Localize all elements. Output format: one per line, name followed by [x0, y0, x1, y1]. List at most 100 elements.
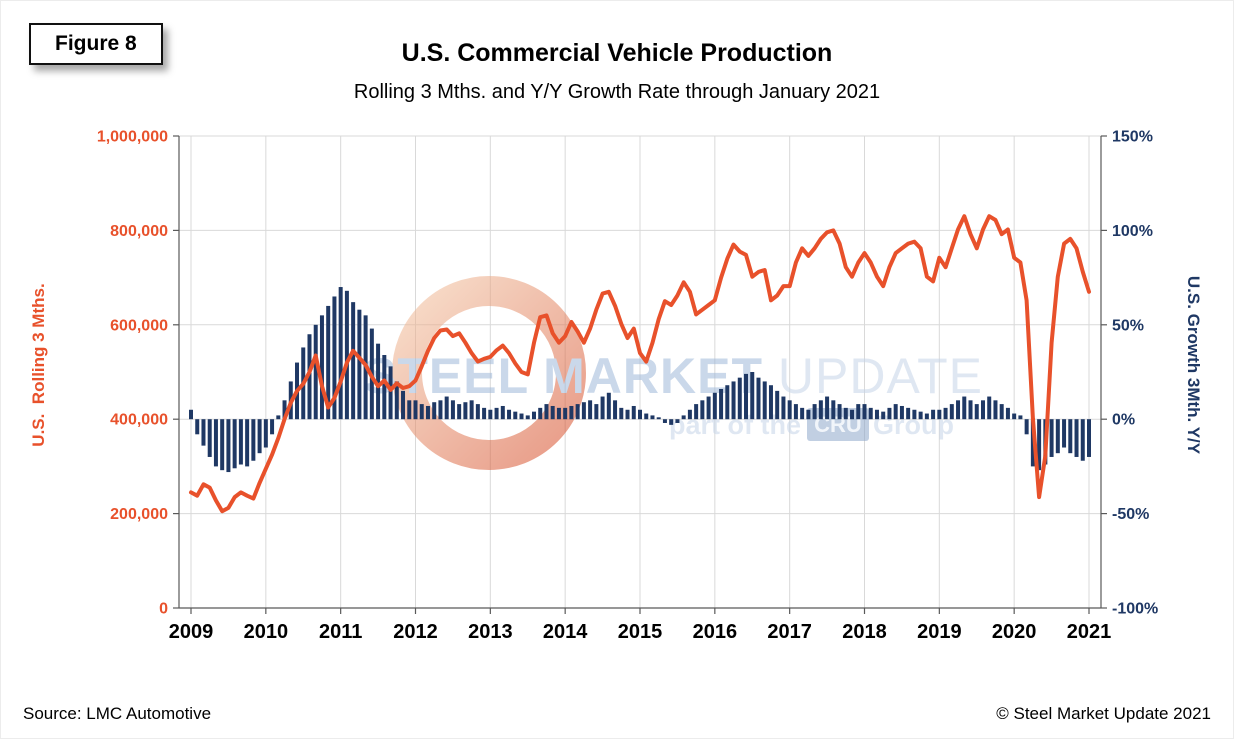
growth-bar	[207, 419, 212, 457]
growth-bar	[837, 404, 842, 420]
growth-bar	[931, 409, 936, 420]
year-tick-label: 2013	[468, 621, 513, 643]
growth-bar	[475, 404, 480, 420]
growth-bar	[1005, 407, 1010, 420]
growth-bar	[382, 355, 387, 420]
growth-bar	[332, 296, 337, 420]
growth-bar	[457, 404, 462, 420]
growth-bar	[719, 388, 724, 420]
right-tick-label: 150%	[1112, 129, 1153, 146]
growth-bar	[731, 381, 736, 420]
year-tick-label: 2020	[992, 621, 1037, 643]
growth-bar	[413, 400, 418, 420]
watermark-ring-icon	[392, 276, 586, 470]
growth-bar	[482, 407, 487, 420]
growth-bar	[881, 411, 886, 420]
year-tick-label: 2016	[693, 621, 738, 643]
growth-bar	[251, 419, 256, 461]
growth-bar	[706, 396, 711, 420]
growth-bar	[344, 290, 349, 420]
growth-bar	[619, 407, 624, 420]
chart-subtitle: Rolling 3 Mths. and Y/Y Growth Rate thro…	[353, 81, 881, 103]
growth-bar	[351, 302, 356, 420]
growth-bar	[544, 404, 549, 420]
growth-bar	[494, 407, 499, 420]
growth-bar	[213, 419, 218, 467]
growth-bar	[712, 392, 717, 420]
growth-bar	[531, 411, 536, 420]
growth-bar	[962, 396, 967, 420]
growth-bar	[556, 407, 561, 420]
growth-bar	[450, 400, 455, 420]
growth-bar	[681, 415, 686, 420]
growth-bar	[220, 419, 225, 471]
growth-bar	[669, 419, 674, 425]
right-axis-title: U.S. Growth 3Mth. Y/Y	[1184, 275, 1203, 455]
growth-bar	[943, 407, 948, 420]
year-tick-label: 2014	[543, 621, 588, 643]
year-tick-label: 2019	[917, 621, 962, 643]
growth-bar	[581, 402, 586, 420]
growth-bar	[195, 419, 200, 435]
growth-bar	[407, 400, 412, 420]
growth-bar	[887, 407, 892, 420]
growth-bar	[507, 409, 512, 420]
growth-bar	[868, 407, 873, 420]
growth-bar	[806, 409, 811, 420]
growth-bar	[1012, 413, 1017, 420]
growth-bar	[694, 404, 699, 420]
growth-bar	[500, 405, 505, 420]
growth-bar	[575, 404, 580, 420]
growth-bar	[800, 407, 805, 420]
growth-bar	[675, 419, 680, 423]
growth-bar	[768, 385, 773, 420]
growth-bar	[956, 400, 961, 420]
growth-bar	[831, 400, 836, 420]
growth-bar	[388, 366, 393, 420]
growth-bar	[700, 400, 705, 420]
growth-bar	[687, 409, 692, 420]
growth-bar	[980, 400, 985, 420]
growth-bar	[850, 409, 855, 420]
production-line	[189, 214, 1091, 514]
growth-bar	[282, 400, 287, 420]
growth-bar	[613, 400, 618, 420]
growth-bar	[463, 402, 468, 420]
growth-bar	[270, 419, 275, 435]
growth-bar	[189, 409, 193, 420]
growth-bar	[469, 400, 474, 420]
growth-bar	[638, 409, 642, 420]
growth-bar	[1087, 419, 1091, 457]
growth-bar	[1037, 419, 1042, 471]
year-tick-label: 2018	[842, 621, 887, 643]
growth-bar	[631, 405, 636, 420]
year-tick-label: 2010	[244, 621, 289, 643]
growth-bar	[756, 377, 761, 420]
right-tick-label: 0%	[1112, 412, 1135, 429]
growth-bar	[949, 404, 954, 420]
right-tick-label: 50%	[1112, 317, 1144, 334]
growth-bar	[563, 407, 568, 420]
growth-bar	[232, 419, 237, 469]
chart-title: U.S. Commercial Vehicle Production	[401, 39, 833, 67]
growth-bar	[912, 409, 917, 420]
growth-bar	[319, 315, 324, 420]
year-tick-label: 2015	[618, 621, 663, 643]
growth-bar	[625, 409, 630, 420]
growth-bar	[600, 396, 605, 420]
growth-bar	[444, 396, 449, 420]
growth-bar	[201, 419, 206, 446]
growth-bar	[993, 400, 998, 420]
left-tick-label: 0	[159, 601, 168, 618]
growth-bar	[394, 381, 399, 420]
growth-bar	[376, 343, 381, 420]
left-tick-label: 800,000	[110, 223, 168, 240]
growth-bar	[793, 404, 798, 420]
growth-bar	[968, 400, 973, 420]
year-tick-label: 2009	[169, 621, 214, 643]
growth-bar	[974, 404, 979, 420]
growth-bar	[519, 413, 524, 420]
growth-bar	[906, 407, 911, 420]
